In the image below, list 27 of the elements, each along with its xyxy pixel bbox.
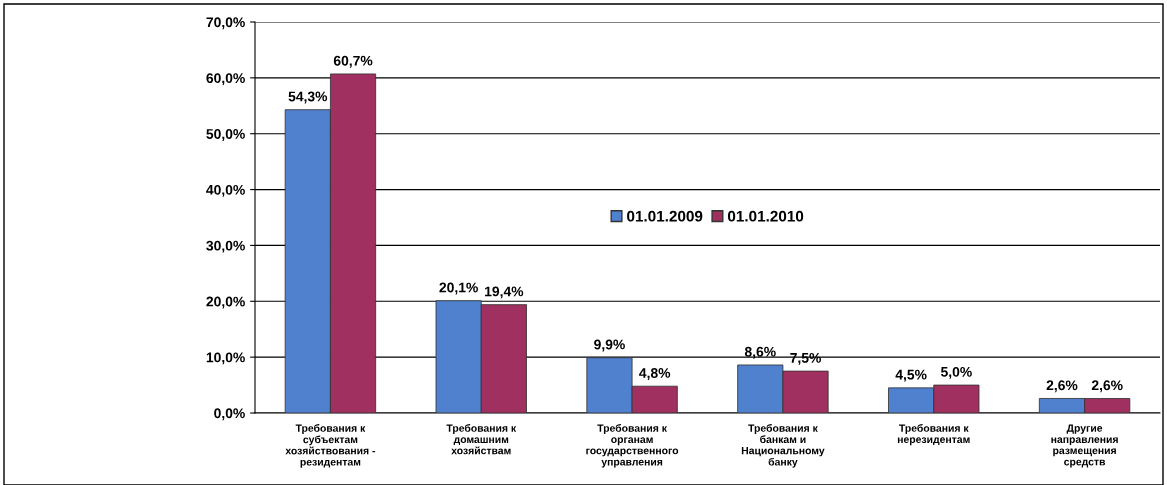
data-label: 54,3% <box>288 91 328 104</box>
x-tick-label: Требования к субъектам хозяйствования - резидентам <box>285 424 376 468</box>
x-tick-label: Требования к домашним хозяйствам <box>446 424 517 455</box>
y-tick-label: 50,0% <box>206 129 245 141</box>
x-tick-label: Требования к нерезидентам <box>897 424 970 446</box>
y-tick-label: 70,0% <box>206 17 245 30</box>
data-label: 19,4% <box>485 286 524 299</box>
x-tick-label: Требования к органам государственного управления <box>586 424 679 468</box>
data-label: 60,7% <box>333 55 373 68</box>
y-tick-label: 60,0% <box>206 73 245 86</box>
y-tick-label: 0,0% <box>214 408 245 421</box>
data-label: 4,8% <box>639 368 671 380</box>
data-label: 4,5% <box>895 369 927 382</box>
y-tick-label: 20,0% <box>206 296 245 309</box>
data-label: 9,9% <box>594 339 625 352</box>
data-label: 20,1% <box>439 282 478 295</box>
y-tick-label: 10,0% <box>206 352 245 365</box>
y-tick-label: 30,0% <box>206 240 245 253</box>
legend-label: 01.01.2009 <box>627 210 703 222</box>
data-label: 2,6% <box>1046 380 1078 393</box>
y-tick-label: 40,0% <box>206 184 245 197</box>
x-tick-label: Требования к банкам и Национальному банку <box>741 424 825 468</box>
data-label: 8,6% <box>744 346 776 359</box>
legend-label: 01.01.2010 <box>727 210 804 222</box>
data-label: 2,6% <box>1091 380 1123 393</box>
x-tick-label: Другие направления размещения средств <box>1051 424 1118 468</box>
data-label: 5,0% <box>940 366 972 379</box>
